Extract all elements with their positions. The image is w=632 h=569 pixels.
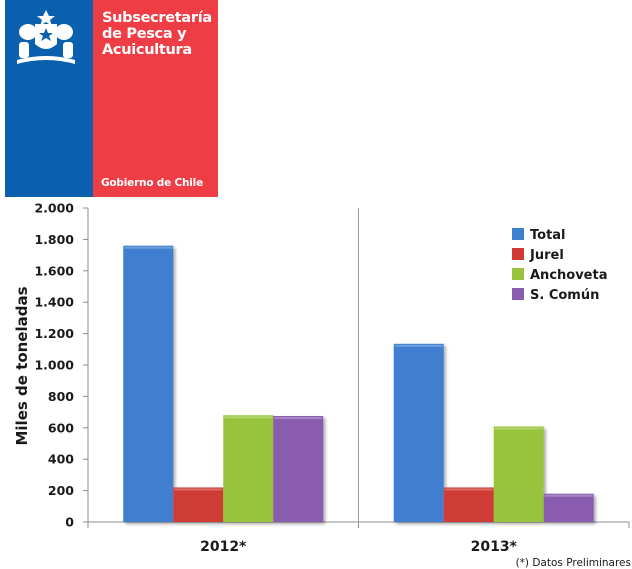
preliminary-note: (*) Datos Preliminares xyxy=(516,557,631,569)
legend-label-3: S. Común xyxy=(530,288,599,303)
bar-highlight xyxy=(444,488,493,491)
org-line-2: de Pesca y xyxy=(102,26,187,42)
legend-label-2: Anchoveta xyxy=(530,268,608,283)
bar-anchoveta-0 xyxy=(223,415,274,522)
y-tick-label: 1.800 xyxy=(34,232,74,247)
bar-highlight xyxy=(394,344,443,347)
legend-label-0: Total xyxy=(530,228,566,243)
chart-labels: 0 200 400 600 800 1.000 1.200 1.400 1.600 1.800 2.… xyxy=(34,201,517,556)
y-tick-label: 800 xyxy=(48,389,74,404)
bar-highlight xyxy=(224,416,273,419)
legend-label-1: Jurel xyxy=(529,248,564,263)
logo-red-panel xyxy=(93,0,218,197)
y-tick-label: 1.400 xyxy=(34,295,74,310)
legend-swatch-0 xyxy=(512,228,524,240)
x-category-label: 2013* xyxy=(471,539,518,555)
bar-highlight xyxy=(544,494,593,497)
y-tick-label: 600 xyxy=(48,420,74,435)
y-tick-label: 400 xyxy=(48,452,74,467)
organization-name: Subsecretaría de Pesca y Acuicultura xyxy=(102,10,214,58)
government-label: Gobierno de Chile xyxy=(101,177,203,189)
x-category-label: 2012* xyxy=(200,539,247,555)
y-tick-label: 1.000 xyxy=(34,358,74,373)
legend-swatch-1 xyxy=(512,248,524,260)
bar-chart: 0 200 400 600 800 1.000 1.200 1.400 1.600 1.800 2.… xyxy=(13,201,631,569)
y-tick-label: 1.200 xyxy=(34,326,74,341)
bar-total-0 xyxy=(123,245,174,522)
bar-anchoveta-1 xyxy=(493,426,544,522)
y-axis-title: Miles de toneladas xyxy=(13,286,31,445)
bar-s-com-n-1 xyxy=(543,493,594,522)
bar-total-1 xyxy=(393,343,444,522)
bar-jurel-0 xyxy=(173,487,224,522)
chart-bars xyxy=(123,245,594,522)
coat-of-arms-icon xyxy=(17,10,75,64)
org-line-1: Subsecretaría xyxy=(102,10,212,26)
chart-legend: Total Jurel Anchoveta S. Común xyxy=(512,228,608,303)
legend-swatch-2 xyxy=(512,268,524,280)
bar-highlight xyxy=(274,417,323,420)
y-tick-label: 0 xyxy=(65,515,74,530)
bar-highlight xyxy=(174,488,223,491)
bar-highlight xyxy=(124,246,173,249)
y-tick-label: 1.600 xyxy=(34,263,74,278)
bar-jurel-1 xyxy=(443,487,494,522)
bar-highlight xyxy=(494,427,543,430)
subpesca-logo: Subsecretaría de Pesca y Acuicultura Gob… xyxy=(5,0,218,197)
y-tick-label: 2.000 xyxy=(34,201,74,216)
org-line-3: Acuicultura xyxy=(102,42,192,58)
legend-swatch-3 xyxy=(512,288,524,300)
y-tick-label: 200 xyxy=(48,483,74,498)
bar-s-com-n-0 xyxy=(273,416,324,522)
